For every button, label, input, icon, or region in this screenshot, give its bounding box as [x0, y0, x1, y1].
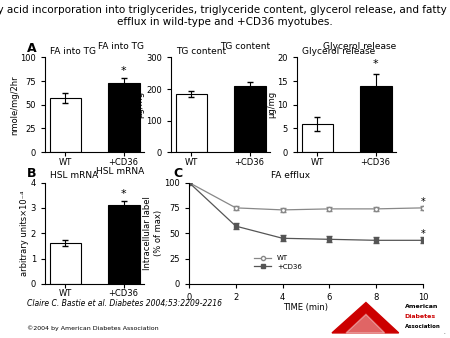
- Text: B: B: [27, 167, 36, 180]
- Polygon shape: [332, 303, 399, 333]
- Bar: [360, 86, 392, 152]
- Text: *: *: [121, 189, 126, 199]
- Y-axis label: Intracellular label
(% of max): Intracellular label (% of max): [144, 196, 163, 270]
- Y-axis label: μg/mg: μg/mg: [267, 91, 276, 118]
- Text: *: *: [373, 59, 378, 69]
- Text: .: .: [444, 330, 446, 335]
- Y-axis label: arbitrary units×10⁻⁴: arbitrary units×10⁻⁴: [20, 191, 29, 276]
- Bar: [302, 124, 333, 152]
- Legend: WT, +CD36: WT, +CD36: [251, 253, 305, 272]
- Text: TG content: TG content: [220, 42, 270, 51]
- Text: *: *: [421, 229, 425, 239]
- Text: HSL mRNA: HSL mRNA: [50, 171, 98, 180]
- Y-axis label: μg/mg: μg/mg: [136, 91, 145, 118]
- Text: American: American: [405, 304, 438, 309]
- Bar: [234, 86, 266, 152]
- Text: HSL mRNA: HSL mRNA: [96, 167, 144, 176]
- Text: Fatty acid incorporation into triglycerides, triglyceride content, glycerol rele: Fatty acid incorporation into triglyceri…: [0, 5, 450, 27]
- Text: *: *: [421, 197, 425, 207]
- Text: FA efflux: FA efflux: [271, 171, 310, 180]
- Bar: [108, 206, 140, 284]
- Text: FA into TG: FA into TG: [98, 42, 144, 51]
- Bar: [176, 94, 207, 152]
- Text: Association: Association: [405, 324, 440, 329]
- Text: Diabetes: Diabetes: [405, 314, 436, 319]
- X-axis label: TIME (min): TIME (min): [284, 303, 328, 312]
- Polygon shape: [346, 314, 385, 333]
- Text: TG content: TG content: [176, 47, 226, 55]
- Bar: [50, 243, 81, 284]
- Text: *: *: [121, 66, 126, 76]
- Text: Glycerol release: Glycerol release: [302, 47, 375, 55]
- Bar: [108, 83, 140, 152]
- Text: Glycerol release: Glycerol release: [323, 42, 396, 51]
- Bar: [50, 98, 81, 152]
- Text: Claire C. Bastie et al. Diabetes 2004;53:2209-2216: Claire C. Bastie et al. Diabetes 2004;53…: [27, 299, 222, 308]
- Text: FA into TG: FA into TG: [50, 47, 96, 55]
- Y-axis label: nmole/mg/2hr: nmole/mg/2hr: [10, 75, 19, 135]
- Text: A: A: [27, 42, 36, 55]
- Text: C: C: [173, 167, 182, 180]
- Text: ©2004 by American Diabetes Association: ©2004 by American Diabetes Association: [27, 325, 158, 331]
